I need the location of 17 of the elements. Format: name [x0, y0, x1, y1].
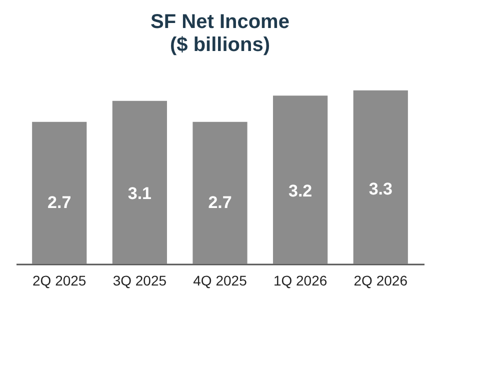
x-tick-label: 4Q 2025	[193, 272, 248, 288]
x-tick-label: 3Q 2025	[112, 272, 167, 288]
x-tick-label: 2Q 2026	[354, 272, 408, 288]
data-label: 2.7	[208, 192, 232, 212]
data-label: 3.1	[128, 184, 152, 203]
data-label: 3.3	[368, 179, 392, 198]
bar	[192, 122, 248, 264]
data-label: 2.7	[48, 192, 72, 212]
chart-subtitle: ($ billions)	[170, 34, 270, 56]
bar	[112, 100, 167, 264]
data-label: 3.2	[288, 182, 312, 201]
bar	[353, 90, 408, 264]
bar	[273, 96, 328, 264]
chart-title: SF Net Income	[150, 11, 290, 33]
bar	[32, 122, 87, 264]
x-tick-label: 1Q 2026	[273, 272, 328, 288]
x-tick-label: 2Q 2025	[32, 272, 86, 288]
